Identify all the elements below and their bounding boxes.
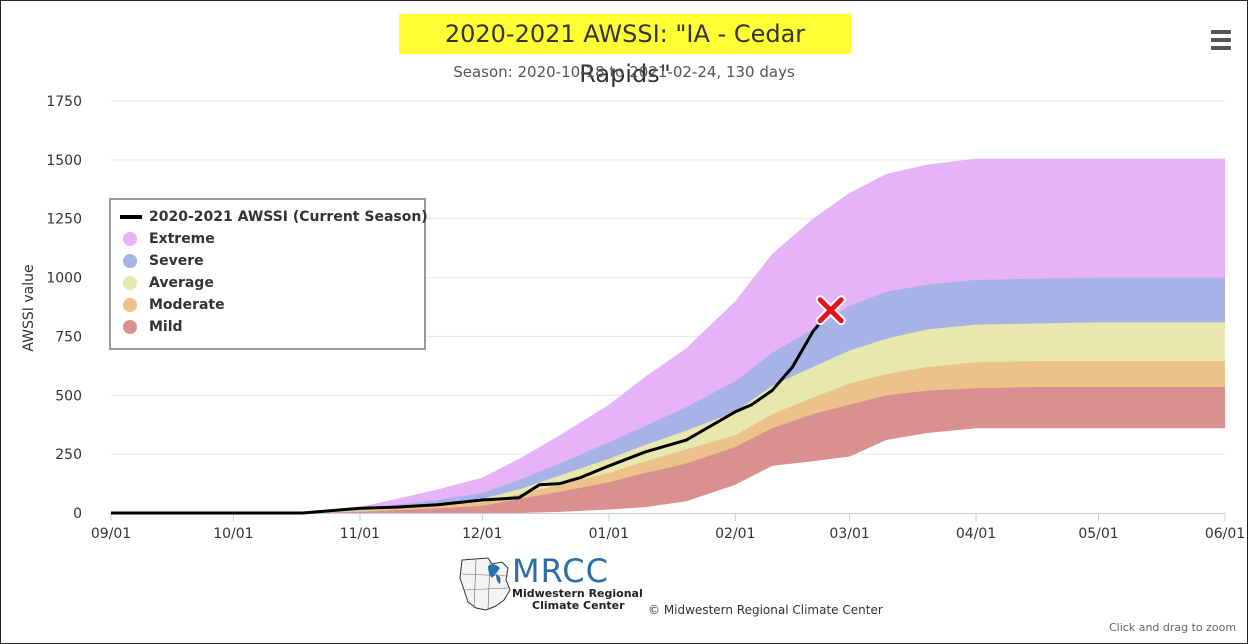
midwest-map-icon [459,557,511,611]
credits-link[interactable]: © Midwestern Regional Climate Center [648,603,883,617]
red-x-icon [815,295,846,326]
x-tick-label: 09/01 [91,526,131,542]
x-tick-label: 11/01 [340,526,380,542]
x-tick-label: 12/01 [462,526,502,542]
logo-subtitle-line1: Midwestern Regional [512,587,643,600]
legend-label: Moderate [149,297,225,313]
current-season-series [111,310,831,515]
legend-label: Average [149,275,214,291]
title-highlight [399,14,851,54]
zoom-hint: Click and drag to zoom [1109,621,1237,634]
legend-label: 2020-2021 AWSSI (Current Season) [149,209,428,225]
band-mild [111,387,1225,513]
percentile-bands [111,158,1225,513]
logo-wordmark: MRCC [512,552,609,590]
y-tick-label: 1000 [46,271,82,287]
legend[interactable]: 2020-2021 AWSSI (Current Season) Extreme… [109,198,428,350]
chart-subtitle: Season: 2020-10-18 to 2021-02-24, 130 da… [453,63,795,81]
legend-swatch [123,276,137,290]
logo-subtitle-line2: Climate Center [532,599,625,612]
band-extreme [111,158,1225,513]
y-axis-label: AWSSI value [21,264,37,351]
x-tick-label: 02/01 [715,526,755,542]
y-tick-label: 750 [55,329,82,345]
legend-label: Extreme [149,231,215,247]
chart-title: 2020-2021 AWSSI: "IA - Cedar Rapids" [444,20,806,88]
legend-swatch [123,254,137,268]
y-tick-label: 0 [73,506,82,522]
legend-swatch [123,320,137,334]
legend-label: Mild [149,319,183,335]
y-tick-label: 1750 [46,94,82,110]
y-tick-label: 250 [55,447,82,463]
y-tick-label: 1500 [46,153,82,169]
x-tick-label: 06/01 [1205,526,1245,542]
legend-line-swatch [120,215,142,219]
y-tick-label: 1250 [46,212,82,228]
x-tick-label: 04/01 [956,526,996,542]
series-line-current-season [111,310,831,515]
legend-label: Severe [149,253,204,269]
legend-swatch [123,298,137,312]
hamburger-menu-icon[interactable] [1209,30,1233,50]
x-tick-label: 10/01 [213,526,253,542]
current-value-marker [815,295,846,326]
y-axis: 0 250 500 750 1000 1250 1500 1750 [46,94,82,522]
x-stroke [817,297,844,324]
x-tick-label: 03/01 [829,526,869,542]
x-tick-label: 01/01 [589,526,629,542]
y-tick-label: 500 [55,388,82,404]
legend-swatch [123,232,137,246]
mrcc-logo[interactable]: MRCC Midwestern Regional Climate Center [458,552,643,614]
x-axis: 09/01 10/01 11/01 12/01 01/01 02/01 03/01 04/01… [91,513,1245,542]
x-tick-label: 05/01 [1078,526,1118,542]
